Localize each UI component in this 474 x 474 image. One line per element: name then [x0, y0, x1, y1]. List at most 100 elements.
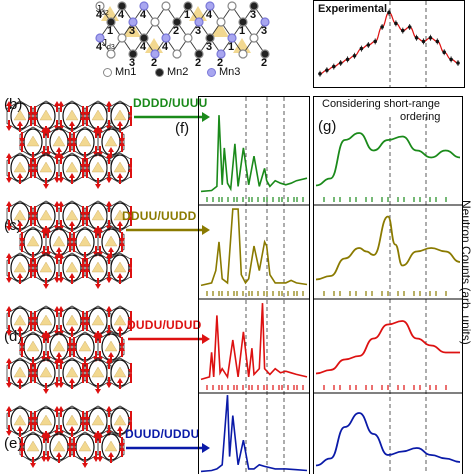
spin-arrow-head — [6, 331, 12, 336]
exp-data-point — [380, 25, 384, 29]
spin-arrow-head — [6, 153, 12, 158]
spin-arrow-head — [117, 173, 123, 178]
structure-site — [128, 49, 138, 59]
spin-arrow-head — [84, 317, 90, 322]
site-number: 2 — [217, 57, 223, 69]
spin-arrow-head — [67, 346, 73, 351]
spin-arrow-head — [19, 346, 25, 351]
spin-arrow-head — [80, 164, 86, 169]
exp-data-point — [449, 57, 453, 62]
spin-arrow-head — [17, 378, 23, 383]
spin-arrow-head — [69, 121, 75, 126]
lattice-triangle — [65, 366, 79, 378]
spin-arrow-head — [119, 138, 125, 143]
spin-arrow-head — [80, 167, 86, 172]
site-number: 4 — [118, 9, 125, 21]
spin-arrow-head — [41, 227, 47, 232]
spin-arrow-head — [106, 201, 112, 206]
spin-arrow-head — [32, 212, 38, 217]
spin-arrow-head — [95, 184, 101, 189]
spin-arrow-head — [32, 267, 38, 272]
config-arrow-dduu-icon — [126, 225, 210, 235]
spin-arrow-head — [80, 317, 86, 322]
site-number: 1 — [184, 9, 190, 21]
spin-arrow-head — [19, 141, 25, 146]
spin-arrow-head — [56, 452, 62, 457]
lattice-triangle — [104, 135, 118, 147]
lattice-triangle — [104, 340, 118, 352]
lattice-triangle — [13, 209, 27, 221]
spin-arrow-head — [54, 306, 60, 311]
spin-arrow-head — [106, 358, 112, 363]
spin-arrow-head — [45, 432, 51, 437]
structure-site — [216, 17, 226, 27]
structure-site — [95, 33, 105, 43]
spin-arrow-head — [82, 463, 88, 468]
spin-arrow-head — [28, 115, 34, 120]
spin-arrow-head — [106, 178, 112, 183]
spin-arrow-head — [6, 101, 12, 106]
structure-site — [249, 33, 259, 43]
lattice-triangle — [113, 366, 127, 378]
experimental-panel: Experimental — [313, 0, 465, 88]
spin-arrow-head — [6, 278, 12, 283]
spin-arrow-head — [84, 212, 90, 217]
spin-arrow-head — [93, 432, 99, 437]
spin-arrow-head — [58, 306, 64, 311]
spin-arrow-head — [17, 326, 23, 331]
site-number: 1 — [228, 41, 234, 53]
spin-arrow-head — [67, 446, 73, 451]
spin-arrow-head — [80, 212, 86, 217]
spin-arrow-head — [106, 306, 112, 311]
spin-arrow-head — [28, 267, 34, 272]
g-title-line1: Considering short-range — [322, 98, 441, 110]
structure-site — [260, 49, 270, 59]
experimental-label: Experimental — [318, 3, 388, 15]
structure-site — [227, 1, 237, 11]
f-series-line — [200, 395, 308, 473]
f-series-line — [200, 115, 308, 193]
lattice-triangle — [26, 235, 40, 247]
site-number: 2 — [261, 57, 267, 69]
spin-arrow-head — [67, 443, 73, 448]
spin-arrow-head — [19, 241, 25, 246]
lattice-triangle — [91, 261, 105, 273]
exp-data-point — [345, 57, 350, 62]
lattice-b — [6, 100, 132, 189]
spin-arrow-head — [67, 241, 73, 246]
spin-arrow-head — [54, 406, 60, 411]
f-series-line — [200, 208, 308, 287]
y-axis-title: Neutron Counts (arb. units) — [459, 200, 473, 345]
spin-arrow-head — [71, 238, 77, 243]
spin-arrow-head — [80, 372, 86, 377]
spin-arrow-head — [6, 406, 12, 411]
spin-arrow-head — [84, 115, 90, 120]
lattice-e — [6, 405, 132, 468]
panel-g-frame — [313, 96, 463, 474]
lattice-triangle — [78, 440, 92, 452]
lattice-triangle — [26, 340, 40, 352]
lattice-triangle — [52, 340, 66, 352]
panel-label-f: (f) — [175, 120, 190, 137]
spin-arrow-head — [41, 127, 47, 132]
spin-arrow-head — [84, 267, 90, 272]
config-arrow-duud-icon — [126, 443, 210, 453]
exp-data-point — [428, 36, 433, 40]
site-number: 3 — [129, 25, 135, 37]
spin-arrow-head — [80, 112, 86, 117]
structure-site — [150, 17, 160, 27]
g-series-line — [315, 215, 461, 281]
lattice-triangle — [113, 414, 127, 426]
spin-arrow-head — [28, 420, 34, 425]
exp-data-point — [332, 64, 336, 69]
exp-data-point — [456, 61, 460, 65]
exp-data-point — [338, 61, 343, 65]
lattice-triangle — [113, 314, 127, 326]
spin-arrow-head — [6, 126, 12, 131]
g-title-line2: ordering — [400, 111, 441, 123]
spin-arrow-head — [32, 167, 38, 172]
config-arrow-dddd-icon — [134, 112, 210, 122]
site-number: 3 — [261, 25, 267, 37]
spin-arrow-head — [54, 153, 60, 158]
site-number: 3 — [195, 25, 201, 37]
